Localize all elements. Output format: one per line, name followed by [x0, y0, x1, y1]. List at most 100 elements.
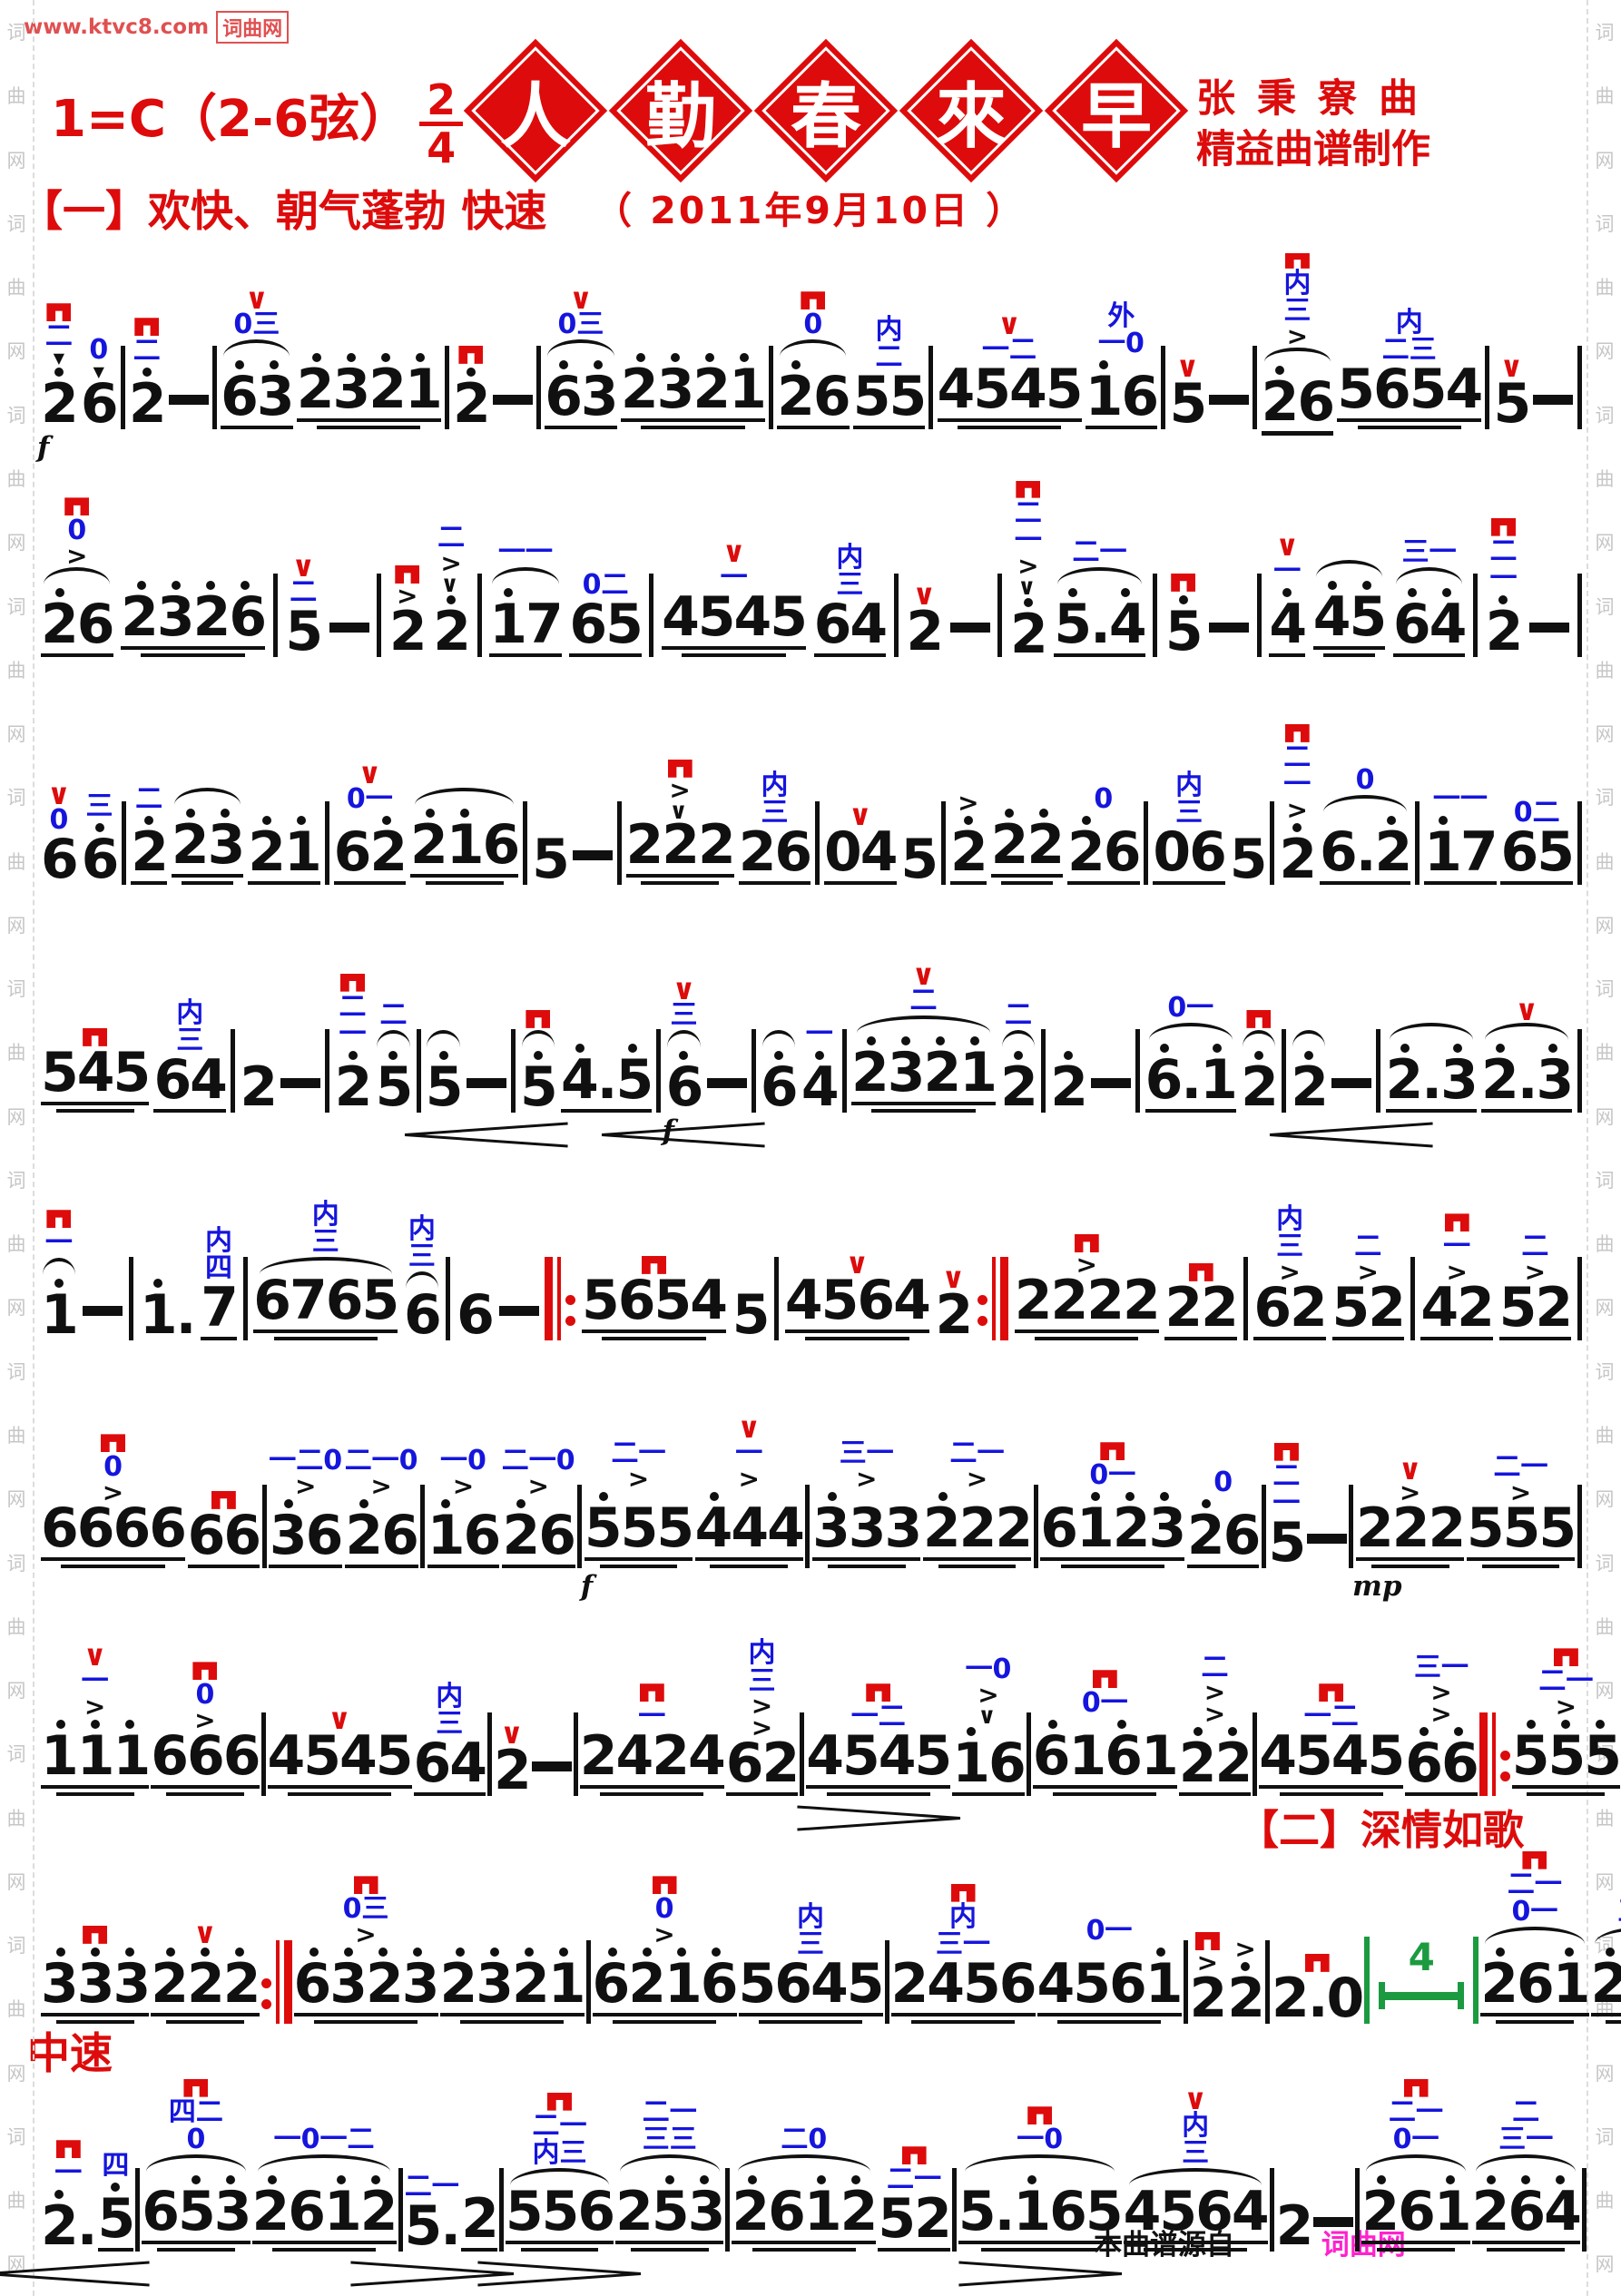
note-token: 三一 64: [1392, 479, 1467, 695]
slur-arc: [619, 2154, 720, 2172]
fingering-mark: 二: [909, 985, 938, 1017]
note-digits: 5: [1164, 599, 1203, 663]
bar-line-stroke: [1577, 574, 1582, 657]
octave-dots: [1395, 586, 1464, 597]
bar-line-stroke: [510, 1029, 516, 1113]
bar-line-stroke: [1270, 801, 1275, 885]
bar-line-stroke: [1355, 2168, 1361, 2252]
note-token: 22: [990, 707, 1065, 923]
spacer: [1410, 1340, 1415, 1379]
below-area: [129, 429, 165, 467]
beam-line: [1085, 425, 1158, 429]
accent-mark: >: [1017, 550, 1039, 581]
lift-bow-icon: ∨: [46, 777, 71, 812]
note-token: [1331, 935, 1372, 1151]
spacer: [445, 429, 449, 467]
fingering-mark: 二一: [404, 2171, 459, 2203]
fingering-mark: 一: [1443, 1231, 1471, 1263]
below-area: [1010, 660, 1046, 695]
spacer: [1184, 2024, 1188, 2062]
note-token: 一0 5.165: [958, 2074, 1124, 2290]
note-digits: 261: [1480, 1951, 1590, 2016]
octave-dots: [1486, 594, 1520, 604]
octave-dot-cell: [1486, 594, 1520, 604]
note-token: 一二 4545: [1259, 1618, 1405, 1834]
fingering-mark: 三: [1175, 797, 1203, 829]
side-watermark-char: 曲: [6, 1042, 26, 1065]
octave-dot-cell: [1228, 1960, 1262, 1971]
bar-line: [416, 935, 421, 1151]
spacer: [1253, 1796, 1257, 1834]
duration-dash: [572, 850, 613, 860]
below-area: [853, 429, 926, 467]
note-token: 2.0: [1272, 1846, 1364, 2062]
bar-line-stroke: [1410, 1257, 1415, 1340]
fingering-mark: 内: [176, 996, 204, 1029]
fingering-mark: 二: [1201, 1651, 1229, 1683]
below-area: [991, 885, 1064, 923]
below-area: [1091, 1113, 1131, 1151]
note-digits: 2: [1009, 602, 1048, 666]
beam-lines: [1067, 878, 1140, 885]
slur-arc: [737, 2154, 870, 2172]
note-digits: 2: [906, 599, 944, 663]
note-token: ∨ 0 6: [41, 707, 79, 923]
bar-line-stroke: [1033, 1485, 1038, 1568]
side-watermark-char: 词: [6, 1360, 26, 1383]
octave-dot: [1407, 587, 1417, 597]
octave-dot-cell: [1001, 1049, 1036, 1060]
bar-line-stroke: [1376, 1029, 1381, 1113]
note-digits: 2321: [620, 357, 767, 421]
decrescendo-wedge: [797, 1803, 960, 1830]
spacer: [1262, 1568, 1266, 1606]
beam-line: [251, 2240, 397, 2244]
octave-dot: [124, 1947, 134, 1957]
fingering-mark: 二: [133, 335, 161, 368]
slur-arc: [1315, 559, 1383, 577]
score-line-7: ∨ 一 >111 0 >666 ∨ 4545 内三 64 ∨ 2 一 2424 内三 > >62 一二 4545 一…: [40, 1606, 1621, 1834]
octave-dot: [347, 352, 357, 362]
note-token: 2321: [439, 1846, 586, 2062]
bow-marks: >: [103, 1480, 123, 1506]
title-character: 春: [790, 74, 862, 158]
octave-dot: [171, 580, 181, 590]
side-watermark-char: 曲: [6, 1807, 26, 1830]
octave-dots: [130, 366, 164, 377]
note-token: 2: [1291, 935, 1329, 1151]
beam-line: [313, 2019, 418, 2024]
fingering-mark: 二: [290, 576, 318, 609]
octave-dot: [90, 1719, 100, 1729]
octave-dot-cell: [403, 351, 437, 362]
note-digits: 17: [1424, 819, 1498, 884]
octave-dot-cell: [1350, 579, 1384, 590]
bow-marks: > >: [1430, 1680, 1451, 1727]
octave-dot: [185, 808, 195, 818]
beam-lines: [1337, 415, 1482, 429]
beam-line: [1361, 2240, 1470, 2244]
octave-dot: [54, 1278, 64, 1288]
octave-dots: [222, 358, 291, 369]
note-token: ∨ 2: [936, 1163, 974, 1379]
octave-dot-cell: [1086, 358, 1121, 369]
note-token: ∨ 0一 62: [333, 707, 408, 923]
bar-line: [1253, 1618, 1258, 1834]
accent-mark: >: [1196, 1948, 1219, 1978]
fingering-mark: 内: [875, 313, 903, 346]
octave-dot: [963, 815, 973, 825]
push-bow-icon: [46, 1210, 72, 1229]
note-digits: 26: [502, 1503, 575, 1567]
bar-line-stroke: [129, 1257, 134, 1340]
push-bow-icon: [1027, 2106, 1053, 2125]
below-area: [1276, 2252, 1312, 2290]
note-token: 一0 > ∨ 16: [952, 1618, 1027, 1834]
below-area: [1153, 885, 1225, 923]
note-digits: 36: [269, 1503, 343, 1567]
bow-marks: >: [1556, 1694, 1577, 1720]
octave-dot: [1241, 1961, 1251, 1971]
octave-dot-cell: [546, 358, 581, 369]
below-area: [695, 1568, 803, 1606]
side-watermark-char: 词: [1595, 212, 1615, 235]
octave-dot: [1556, 2174, 1566, 2184]
bar-line-stroke: [577, 1485, 583, 1568]
